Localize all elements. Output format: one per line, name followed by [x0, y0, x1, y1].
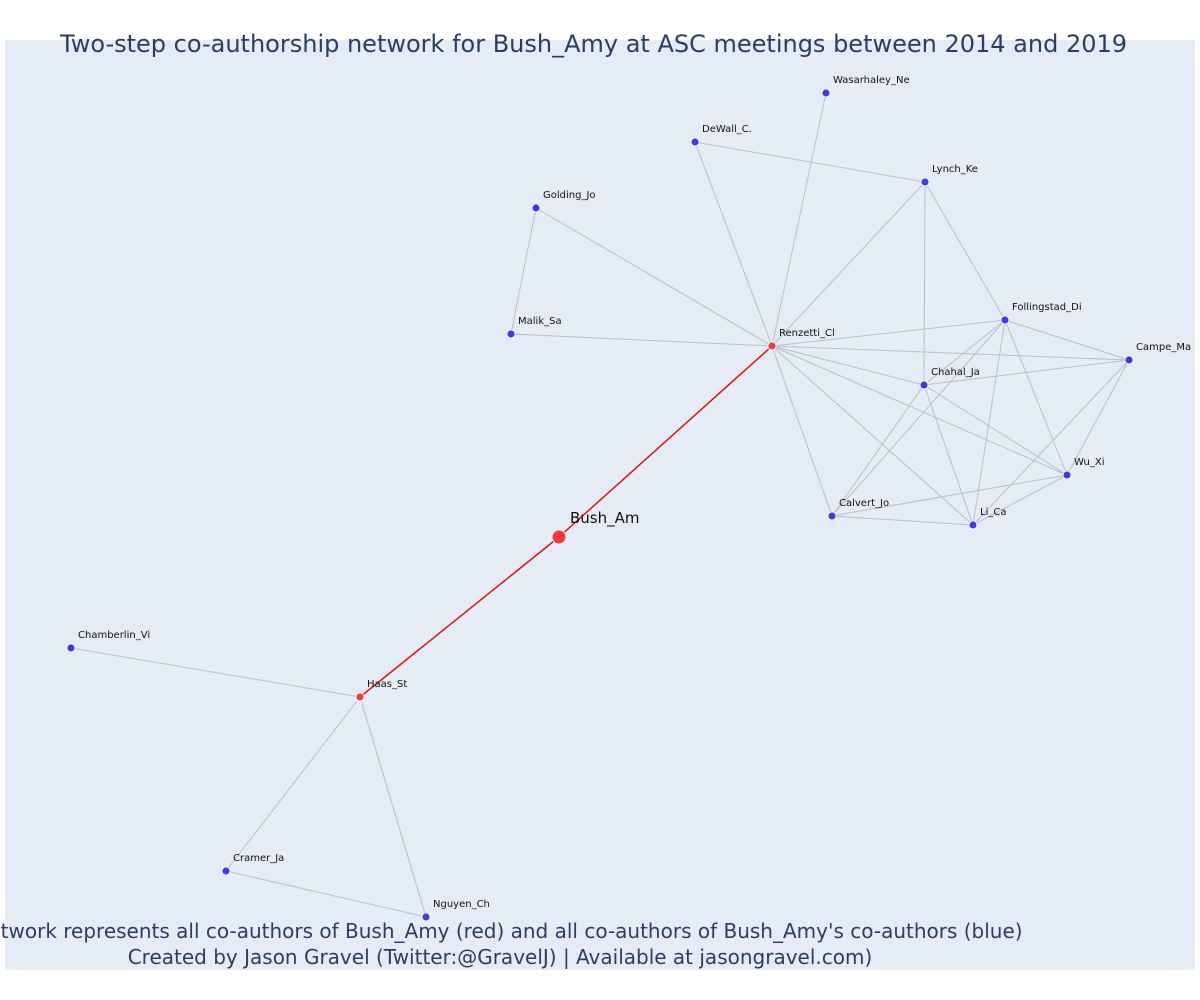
node-label-lynch-ke: Lynch_Ke: [932, 164, 978, 175]
edge-follingstad-di-calvert-jo: [831, 319, 1006, 517]
node-label-wasarhaley-ne: Wasarhaley_Ne: [833, 75, 910, 86]
node-label-li-ca: Li_Ca: [980, 507, 1006, 518]
edge-renzetti-cl-follingstad-di: [771, 319, 1006, 347]
edge-follingstad-di-campe-ma: [1004, 319, 1130, 361]
plot-background: [5, 40, 1195, 970]
edge-renzetti-cl-wu-xi: [771, 345, 1068, 476]
edge-renzetti-cl-li-ca: [771, 345, 974, 526]
edge-haas-st-chamberlin-vi: [70, 647, 361, 698]
edge-renzetti-cl-lynch-ke: [771, 181, 926, 347]
node-label-golding-jo: Golding_Jo: [543, 190, 596, 201]
node-golding-jo[interactable]: [531, 203, 541, 213]
edge-renzetti-cl-dewall-c: [694, 141, 773, 347]
node-chamberlin-vi[interactable]: [66, 643, 76, 653]
node-label-chahal-ja: Chahal_Ja: [931, 367, 980, 378]
node-label-cramer-ja: Cramer_Ja: [233, 853, 284, 864]
node-lynch-ke[interactable]: [920, 177, 930, 187]
edge-campe-ma-chahal-ja: [923, 359, 1130, 386]
node-calvert-jo[interactable]: [827, 511, 837, 521]
node-haas-st[interactable]: [355, 692, 365, 702]
labels-layer: Bush_Am Renzetti_Cl Haas_St Wasarhaley_Ne De…: [78, 75, 1191, 910]
edge-renzetti-cl-golding-jo: [535, 207, 773, 347]
edge-chahal-ja-calvert-jo: [831, 384, 925, 517]
caption-line-1: Network represents all co-authors of Bus…: [0, 919, 1023, 943]
edge-bush-am-haas-st: [359, 536, 560, 698]
nodes-layer: [66, 88, 1134, 922]
edge-chahal-ja-wu-xi: [923, 384, 1068, 476]
node-label-bush-am: Bush_Am: [570, 509, 640, 528]
node-campe-ma[interactable]: [1124, 355, 1134, 365]
edge-follingstad-di-chahal-ja: [923, 319, 1006, 386]
node-label-chamberlin-vi: Chamberlin_Vi: [78, 630, 150, 641]
node-chahal-ja[interactable]: [919, 380, 929, 390]
node-follingstad-di[interactable]: [1000, 315, 1010, 325]
edge-cramer-ja-nguyen-ch: [225, 870, 427, 918]
node-label-wu-xi: Wu_Xi: [1074, 457, 1105, 468]
node-label-dewall-c: DeWall_C.: [702, 124, 752, 135]
node-label-renzetti-cl: Renzetti_Cl: [779, 328, 835, 339]
edge-chahal-ja-li-ca: [923, 384, 974, 526]
edge-lynch-ke-chahal-ja: [923, 181, 926, 386]
node-label-campe-ma: Campe_Ma: [1136, 342, 1191, 353]
edge-golding-jo-malik-sa: [510, 207, 537, 335]
edge-lynch-ke-follingstad-di: [924, 181, 1006, 321]
edge-dewall-c-lynch-ke: [694, 141, 926, 183]
edge-wu-xi-li-ca: [972, 474, 1068, 526]
caption-line-2: Created by Jason Gravel (Twitter:@Gravel…: [128, 945, 873, 969]
edge-haas-st-cramer-ja: [225, 696, 361, 872]
edge-renzetti-cl-wasarhaley-ne: [771, 92, 827, 347]
edge-bush-am-renzetti-cl: [558, 345, 773, 538]
edge-renzetti-cl-calvert-jo: [771, 345, 833, 517]
edge-renzetti-cl-campe-ma: [771, 345, 1130, 361]
node-label-haas-st: Haas_St: [367, 679, 407, 690]
node-label-calvert-jo: Calvert_Jo: [839, 498, 889, 509]
node-label-nguyen-ch: Nguyen_Ch: [433, 899, 490, 910]
edges-layer: [70, 92, 1130, 918]
node-label-follingstad-di: Follingstad_Di: [1012, 302, 1082, 313]
node-dewall-c[interactable]: [690, 137, 700, 147]
node-bush-am[interactable]: [551, 529, 567, 545]
node-cramer-ja[interactable]: [221, 866, 231, 876]
node-li-ca[interactable]: [968, 520, 978, 530]
figure-title: Two-step co-authorship network for Bush_…: [59, 30, 1127, 58]
edge-campe-ma-li-ca: [972, 359, 1130, 526]
edge-haas-st-nguyen-ch: [359, 696, 427, 918]
node-label-malik-sa: Malik_Sa: [518, 316, 562, 327]
edge-renzetti-cl-chahal-ja: [771, 345, 925, 386]
node-malik-sa[interactable]: [506, 329, 516, 339]
edge-follingstad-di-wu-xi: [1004, 319, 1068, 476]
edge-calvert-jo-li-ca: [831, 515, 974, 526]
node-wu-xi[interactable]: [1062, 470, 1072, 480]
edge-campe-ma-wu-xi: [1066, 359, 1130, 476]
edge-renzetti-cl-malik-sa: [510, 333, 773, 347]
edge-wu-xi-calvert-jo: [831, 474, 1068, 517]
node-wasarhaley-ne[interactable]: [821, 88, 831, 98]
node-nguyen-ch[interactable]: [421, 912, 431, 922]
node-renzetti-cl[interactable]: [767, 341, 777, 351]
